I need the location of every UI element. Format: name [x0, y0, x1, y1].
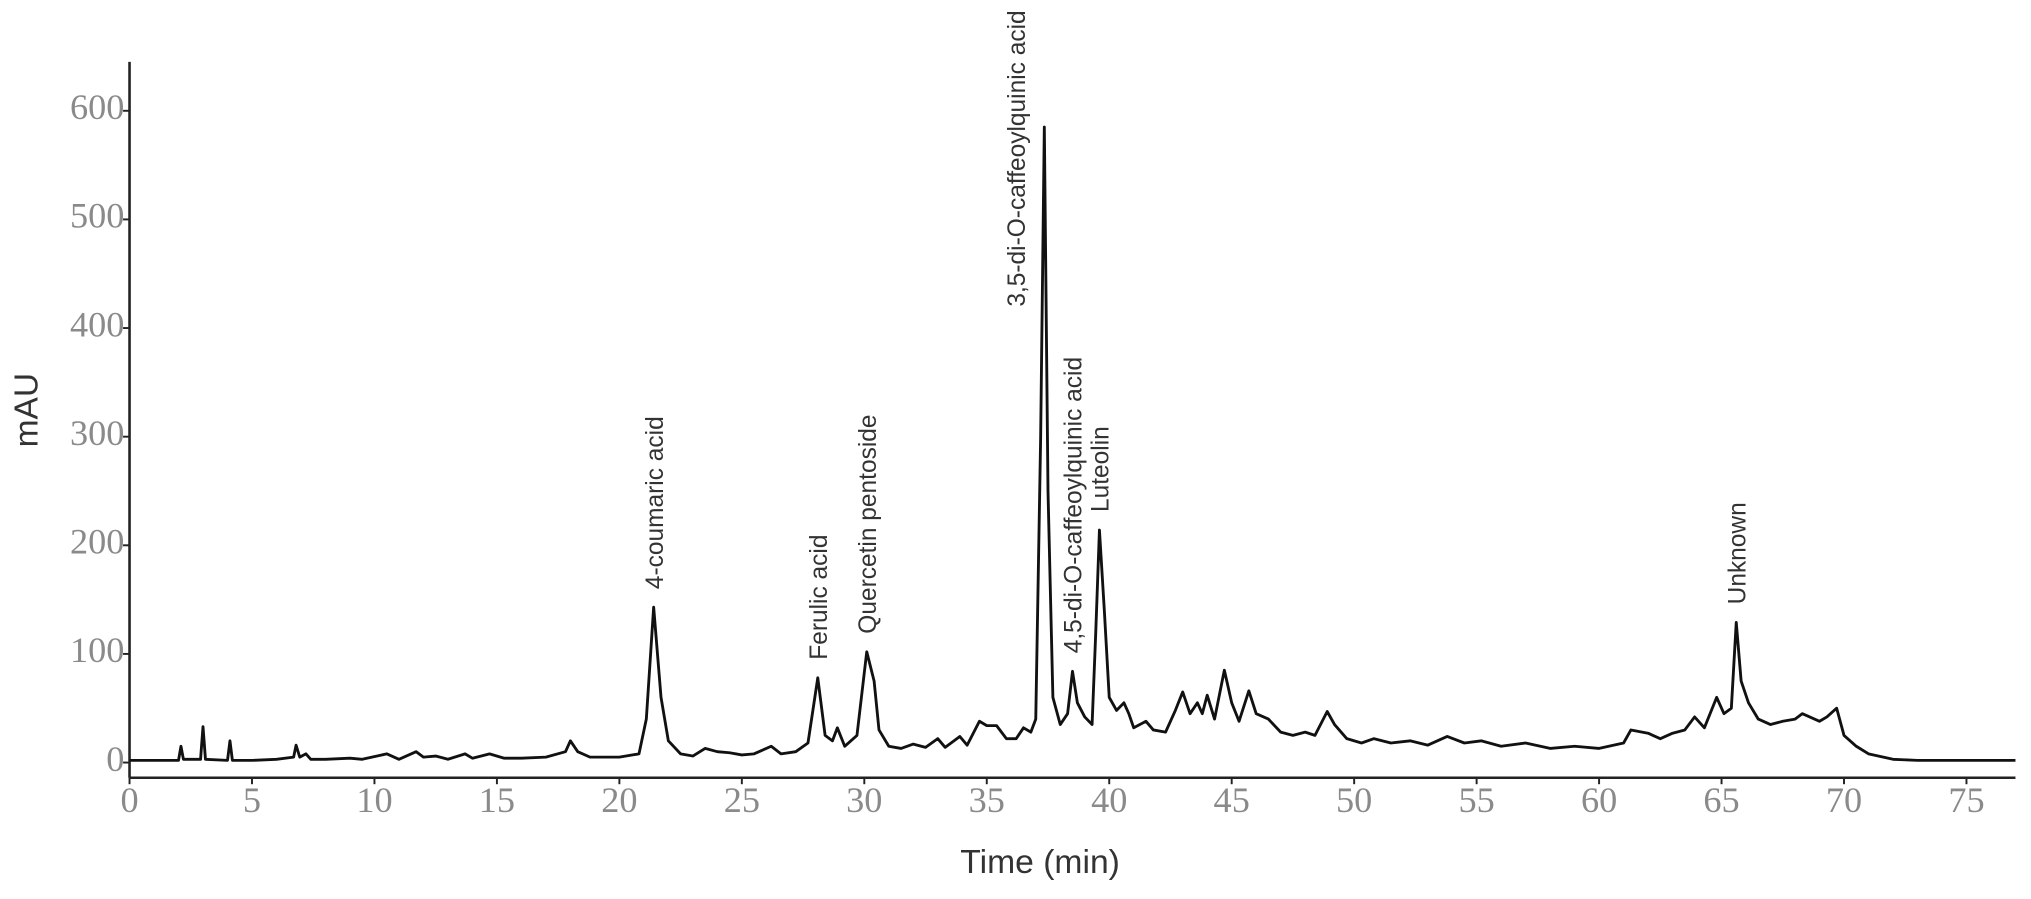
- y-tick-label: 200: [70, 522, 124, 562]
- x-tick-label: 15: [479, 780, 515, 820]
- peak-label: 4,5-di-O-caffeoylquinic acid: [1061, 357, 1088, 653]
- peak-label: Luteolin: [1087, 426, 1114, 512]
- x-tick-label: 30: [846, 780, 882, 820]
- y-tick-label: 600: [70, 87, 124, 127]
- x-tick-label: 35: [969, 780, 1005, 820]
- x-tick-label: 50: [1336, 780, 1372, 820]
- y-tick-label: 400: [70, 304, 124, 344]
- y-axis-title: mAU: [8, 373, 45, 447]
- x-tick-label: 60: [1581, 780, 1617, 820]
- y-tick-label: 100: [70, 630, 124, 670]
- y-tick-label: 500: [70, 196, 124, 236]
- x-axis-title: Time (min): [960, 844, 1120, 881]
- peak-label: 3,5-di-O-caffeoylquinic acid: [1004, 10, 1031, 306]
- peak-label: Ferulic acid: [806, 535, 833, 660]
- peak-label: 4-coumaric acid: [642, 416, 669, 589]
- y-tick-label: 0: [106, 739, 124, 779]
- x-tick-label: 40: [1091, 780, 1127, 820]
- x-tick-label: 75: [1948, 780, 1984, 820]
- y-tick-label: 300: [70, 413, 124, 453]
- x-tick-label: 20: [601, 780, 637, 820]
- x-tick-label: 10: [356, 780, 392, 820]
- x-tick-label: 70: [1826, 780, 1862, 820]
- peak-label: Unknown: [1724, 502, 1751, 604]
- x-tick-label: 45: [1214, 780, 1250, 820]
- x-tick-label: 25: [724, 780, 760, 820]
- peak-label: Quercetin pentoside: [855, 414, 882, 633]
- chromatogram-line: [129, 125, 2016, 762]
- x-tick-label: 0: [120, 780, 138, 820]
- x-tick-label: 5: [243, 780, 261, 820]
- x-tick-label: 65: [1703, 780, 1739, 820]
- x-tick-label: 55: [1458, 780, 1494, 820]
